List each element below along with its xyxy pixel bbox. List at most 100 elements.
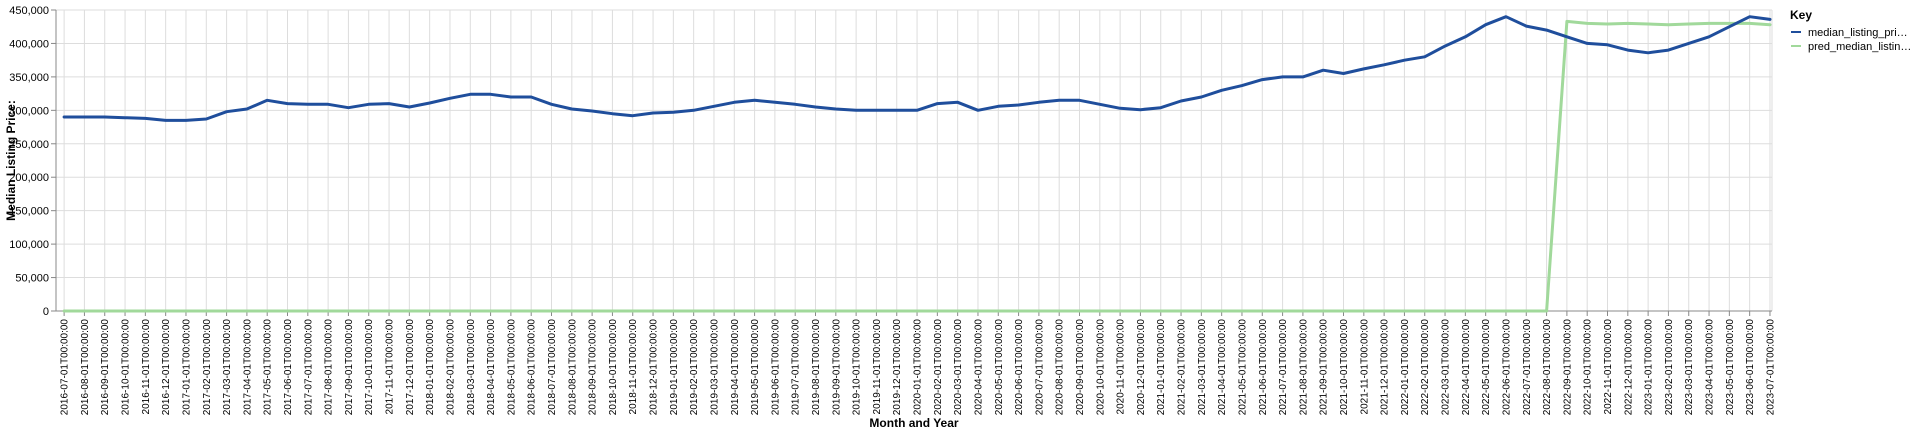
x-tick-label: 2020-04-01T00:00:00	[973, 319, 984, 416]
y-tick-label: 150,000	[9, 206, 49, 218]
y-axis-title: Median Listing Price:	[4, 100, 18, 221]
x-tick-label: 2021-10-01T00:00:00	[1339, 319, 1350, 416]
x-tick-label: 2019-04-01T00:00:00	[730, 319, 741, 416]
x-tick-label: 2022-02-01T00:00:00	[1420, 319, 1431, 416]
x-tick-label: 2018-06-01T00:00:00	[527, 319, 538, 416]
x-tick-label: 2019-12-01T00:00:00	[892, 319, 903, 416]
x-tick-label: 2018-12-01T00:00:00	[649, 319, 660, 416]
x-tick-label: 2017-03-01T00:00:00	[222, 319, 233, 416]
x-tick-label: 2017-08-01T00:00:00	[324, 319, 335, 416]
x-tick-label: 2022-10-01T00:00:00	[1583, 319, 1594, 416]
x-tick-label: 2021-04-01T00:00:00	[1217, 319, 1228, 416]
x-tick-label: 2021-03-01T00:00:00	[1197, 319, 1208, 416]
x-tick-label: 2016-12-01T00:00:00	[161, 319, 172, 416]
x-tick-label: 2023-03-01T00:00:00	[1684, 319, 1695, 416]
x-tick-label: 2023-07-01T00:00:00	[1765, 319, 1776, 416]
y-axis: 0 50,000 100,000 150,000 200,000 250,000 300,0…	[9, 5, 57, 318]
x-tick-label: 2023-01-01T00:00:00	[1644, 319, 1655, 416]
x-tick-label: 2023-04-01T00:00:00	[1705, 319, 1716, 416]
x-tick-label: 2016-08-01T00:00:00	[80, 319, 91, 416]
y-tick-label: 50,000	[15, 273, 49, 285]
x-tick-label: 2021-08-01T00:00:00	[1298, 319, 1309, 416]
x-tick-label: 2019-11-01T00:00:00	[872, 319, 883, 415]
y-tick-label: 450,000	[9, 5, 49, 17]
x-tick-label: 2021-11-01T00:00:00	[1359, 319, 1370, 415]
y-tick-label: 300,000	[9, 105, 49, 117]
x-tick-label: 2018-03-01T00:00:00	[466, 319, 477, 416]
series-line-1	[62, 19, 1772, 313]
x-tick-label: 2020-01-01T00:00:00	[913, 319, 924, 416]
x-tick-label: 2019-02-01T00:00:00	[689, 319, 700, 416]
x-tick-label: 2017-04-01T00:00:00	[242, 319, 253, 416]
x-tick-label: 2020-02-01T00:00:00	[933, 319, 944, 416]
y-tick-label: 400,000	[9, 38, 49, 50]
x-tick-label: 2018-11-01T00:00:00	[628, 319, 639, 415]
x-tick-label: 2021-01-01T00:00:00	[1156, 319, 1167, 416]
x-tick-label: 2017-01-01T00:00:00	[181, 319, 192, 416]
x-tick-label: 2018-08-01T00:00:00	[567, 319, 578, 416]
x-tick-label: 2022-06-01T00:00:00	[1501, 319, 1512, 416]
x-tick-label: 2023-02-01T00:00:00	[1664, 319, 1675, 416]
x-tick-label: 2022-09-01T00:00:00	[1562, 319, 1573, 416]
x-tick-label: 2023-06-01T00:00:00	[1745, 319, 1756, 416]
x-tick-label: 2020-07-01T00:00:00	[1034, 319, 1045, 416]
x-tick-label: 2020-11-01T00:00:00	[1116, 319, 1127, 415]
x-tick-label: 2017-11-01T00:00:00	[385, 319, 396, 415]
x-tick-label: 2016-09-01T00:00:00	[100, 319, 111, 416]
y-tick-label: 200,000	[9, 172, 49, 184]
x-tick-label: 2018-04-01T00:00:00	[486, 319, 497, 416]
x-tick-label: 2020-06-01T00:00:00	[1014, 319, 1025, 416]
x-axis: 2016-07-01T00:00:00 2016-08-01T00:00:00 20…	[56, 310, 1776, 416]
x-tick-label: 2019-01-01T00:00:00	[669, 319, 680, 416]
x-tick-label: 2017-06-01T00:00:00	[283, 319, 294, 416]
x-tick-label: 2019-09-01T00:00:00	[831, 319, 842, 416]
x-tick-label: 2022-07-01T00:00:00	[1522, 319, 1533, 416]
x-tick-label: 2018-10-01T00:00:00	[608, 319, 619, 416]
x-tick-label: 2019-08-01T00:00:00	[811, 319, 822, 416]
x-tick-label: 2021-06-01T00:00:00	[1258, 319, 1269, 416]
x-tick-label: 2020-10-01T00:00:00	[1095, 319, 1106, 416]
legend-label: pred_median_listin…	[1808, 41, 1911, 53]
series-line-0	[62, 15, 1772, 122]
x-tick-label: 2016-10-01T00:00:00	[121, 319, 132, 416]
x-tick-label: 2020-08-01T00:00:00	[1055, 319, 1066, 416]
x-tick-label: 2017-12-01T00:00:00	[405, 319, 416, 416]
x-tick-label: 2019-05-01T00:00:00	[750, 319, 761, 416]
x-tick-label: 2021-02-01T00:00:00	[1177, 319, 1188, 416]
x-tick-label: 2022-05-01T00:00:00	[1481, 319, 1492, 416]
x-tick-label: 2022-03-01T00:00:00	[1441, 319, 1452, 416]
y-tick-label: 0	[43, 306, 49, 318]
y-tick-label: 350,000	[9, 72, 49, 84]
x-tick-label: 2016-07-01T00:00:00	[60, 319, 71, 416]
series-layer	[62, 15, 1772, 313]
x-tick-label: 2020-09-01T00:00:00	[1075, 319, 1086, 416]
x-tick-label: 2022-11-01T00:00:00	[1603, 319, 1614, 415]
x-tick-label: 2021-09-01T00:00:00	[1319, 319, 1330, 416]
x-tick-label: 2020-05-01T00:00:00	[994, 319, 1005, 416]
y-tick-label: 100,000	[9, 239, 49, 251]
x-tick-label: 2022-01-01T00:00:00	[1400, 319, 1411, 416]
legend-title: Key	[1790, 8, 1812, 22]
x-tick-label: 2018-09-01T00:00:00	[588, 319, 599, 416]
x-tick-label: 2019-07-01T00:00:00	[791, 319, 802, 416]
x-tick-label: 2021-12-01T00:00:00	[1380, 319, 1391, 416]
x-tick-label: 2022-08-01T00:00:00	[1542, 319, 1553, 416]
x-tick-label: 2017-02-01T00:00:00	[202, 319, 213, 416]
gridlines	[56, 9, 1773, 312]
x-tick-label: 2019-03-01T00:00:00	[709, 319, 720, 416]
x-tick-label: 2018-02-01T00:00:00	[445, 319, 456, 416]
x-tick-label: 2016-11-01T00:00:00	[141, 319, 152, 415]
x-axis-title: Month and Year	[869, 416, 958, 430]
x-tick-label: 2017-09-01T00:00:00	[344, 319, 355, 416]
x-tick-label: 2021-05-01T00:00:00	[1237, 319, 1248, 416]
x-tick-label: 2019-10-01T00:00:00	[852, 319, 863, 416]
x-tick-label: 2021-07-01T00:00:00	[1278, 319, 1289, 416]
legend-label: median_listing_pri…	[1808, 27, 1908, 39]
x-tick-label: 2017-07-01T00:00:00	[303, 319, 314, 416]
x-tick-label: 2017-10-01T00:00:00	[364, 319, 375, 416]
x-tick-label: 2018-01-01T00:00:00	[425, 319, 436, 416]
x-tick-label: 2020-12-01T00:00:00	[1136, 319, 1147, 416]
legend: Key median_listing_pri… pred_median_listi…	[1790, 8, 1911, 53]
x-tick-label: 2019-06-01T00:00:00	[770, 319, 781, 416]
